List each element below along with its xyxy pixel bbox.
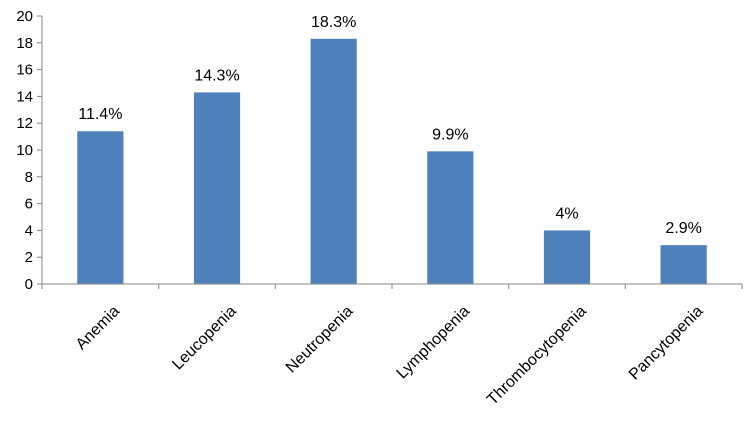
- bar-anemia: [77, 131, 124, 284]
- category-label-anemia: Anemia: [73, 303, 123, 353]
- category-label-neutropenia: Neutropenia: [283, 303, 357, 377]
- y-axis: 0 2 4 6 8 10 12 14 16 18 20: [16, 8, 43, 293]
- category-label-lymphopenia: Lymphopenia: [394, 303, 474, 383]
- bar-lymphopenia: [427, 151, 474, 284]
- data-label-lymphopenia: 9.9%: [432, 126, 468, 143]
- data-label-neutropenia: 18.3%: [311, 14, 356, 31]
- bar-leucopenia: [193, 92, 241, 284]
- y-tick-label: 4: [25, 222, 33, 239]
- y-tick-label: 14: [16, 88, 33, 105]
- bar-pancytopenia: [660, 245, 707, 284]
- y-tick-label: 18: [16, 35, 33, 52]
- y-tick-label: 8: [25, 169, 33, 186]
- category-label-pancytopenia: Pancytopenia: [626, 303, 707, 384]
- x-axis: Anemia Leucopenia Neutropenia Lymphopenia Th…: [41, 283, 743, 409]
- y-tick-label: 16: [16, 62, 33, 79]
- y-tick-label: 6: [25, 196, 33, 213]
- bars: [77, 38, 707, 284]
- bar-thrombocytopenia: [543, 230, 591, 284]
- y-tick-label: 20: [16, 8, 33, 25]
- data-label-thrombocytopenia: 4%: [555, 205, 578, 222]
- data-label-leucopenia: 14.3%: [194, 67, 239, 84]
- bar-neutropenia: [310, 38, 357, 284]
- data-label-anemia: 11.4%: [78, 106, 122, 123]
- y-tick-label: 10: [16, 142, 33, 159]
- data-label-pancytopenia: 2.9%: [665, 220, 701, 237]
- category-label-thrombocytopenia: Thrombocytopenia: [484, 303, 590, 409]
- data-labels: 11.4% 14.3% 18.3% 9.9% 4% 2.9%: [78, 14, 702, 237]
- y-tick-label: 12: [16, 115, 33, 132]
- y-tick-label: 0: [25, 276, 33, 293]
- category-label-leucopenia: Leucopenia: [169, 303, 240, 374]
- y-tick-label: 2: [25, 249, 33, 266]
